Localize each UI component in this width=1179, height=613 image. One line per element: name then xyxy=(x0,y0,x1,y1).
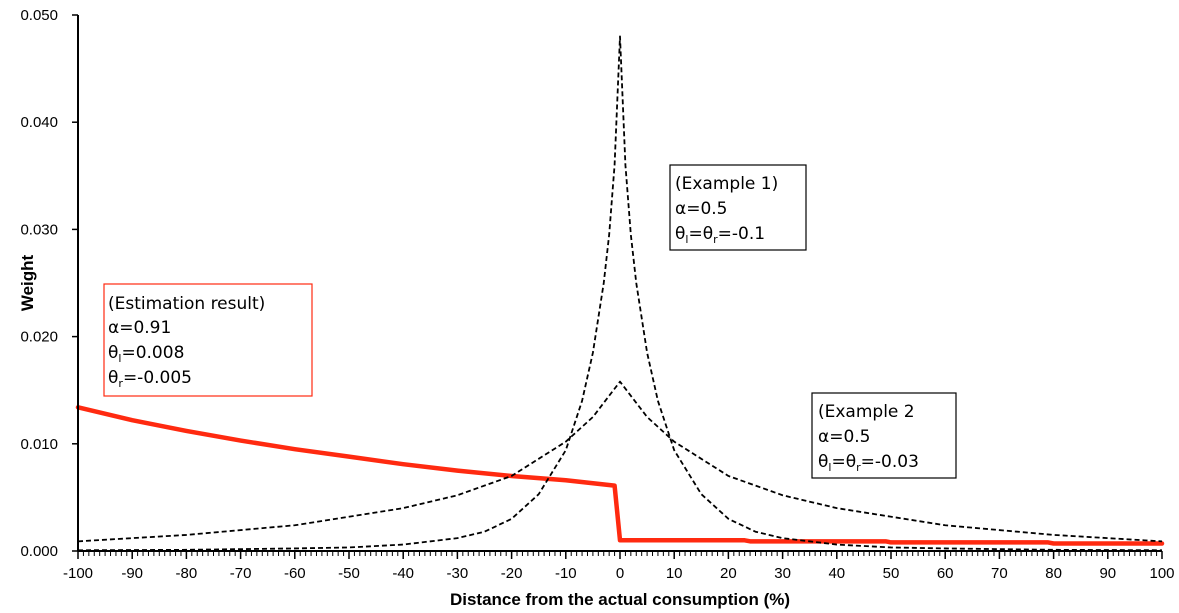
x-tick-label: 60 xyxy=(937,565,954,582)
x-tick-label: -90 xyxy=(121,565,143,582)
y-tick-label: 0.010 xyxy=(20,436,58,453)
x-tick-label: -30 xyxy=(447,565,469,582)
x-tick-label: 100 xyxy=(1149,565,1174,582)
x-tick-label: -50 xyxy=(338,565,360,582)
annotation-estimation-result: (Estimation result) α=0.91 θl=0.008 θr=-… xyxy=(104,284,312,396)
y-axis-title: Weight xyxy=(18,254,37,311)
y-tick-label: 0.050 xyxy=(20,7,58,24)
x-tick-label: -70 xyxy=(230,565,252,582)
x-tick-label: 20 xyxy=(720,565,737,582)
x-tick-label: 90 xyxy=(1099,565,1116,582)
annotation-alpha: α=0.91 xyxy=(108,318,171,338)
axes xyxy=(78,15,1162,551)
y-tick-label: 0.020 xyxy=(20,329,58,346)
x-tick-label: 10 xyxy=(666,565,683,582)
annotation-theta: θl=θr=-0.1 xyxy=(675,224,765,246)
annotation-title: (Estimation result) xyxy=(108,294,265,314)
y-tick-label: 0.040 xyxy=(20,114,58,131)
annotation-alpha: α=0.5 xyxy=(818,427,871,447)
annotation-example-2: (Example 2 α=0.5 θl=θr=-0.03 xyxy=(812,393,956,478)
x-tick-label: 30 xyxy=(774,565,791,582)
annotation-theta: θl=θr=-0.03 xyxy=(818,452,919,474)
annotation-title: (Example 2 xyxy=(818,402,915,422)
x-tick-label: -40 xyxy=(392,565,414,582)
x-tick-label: -100 xyxy=(63,565,93,582)
annotation-title: (Example 1) xyxy=(675,174,778,194)
x-tick-label: -60 xyxy=(284,565,306,582)
annotation-alpha: α=0.5 xyxy=(675,199,728,219)
x-tick-label: 50 xyxy=(883,565,900,582)
y-tick-label: 0.000 xyxy=(20,543,58,560)
x-tick-label: -10 xyxy=(555,565,577,582)
series-line-1 xyxy=(78,407,1162,543)
annotation-example-1: (Example 1) α=0.5 θl=θr=-0.1 xyxy=(670,165,806,250)
x-tick-label: 80 xyxy=(1045,565,1062,582)
y-tick-label: 0.030 xyxy=(20,221,58,238)
series-line-3 xyxy=(78,382,1162,542)
x-tick-label: 70 xyxy=(991,565,1008,582)
x-tick-label: 40 xyxy=(828,565,845,582)
x-tick-label: 0 xyxy=(616,565,624,582)
x-axis-title: Distance from the actual consumption (%) xyxy=(450,590,790,609)
x-tick-label: -80 xyxy=(176,565,198,582)
x-tick-label: -20 xyxy=(501,565,523,582)
